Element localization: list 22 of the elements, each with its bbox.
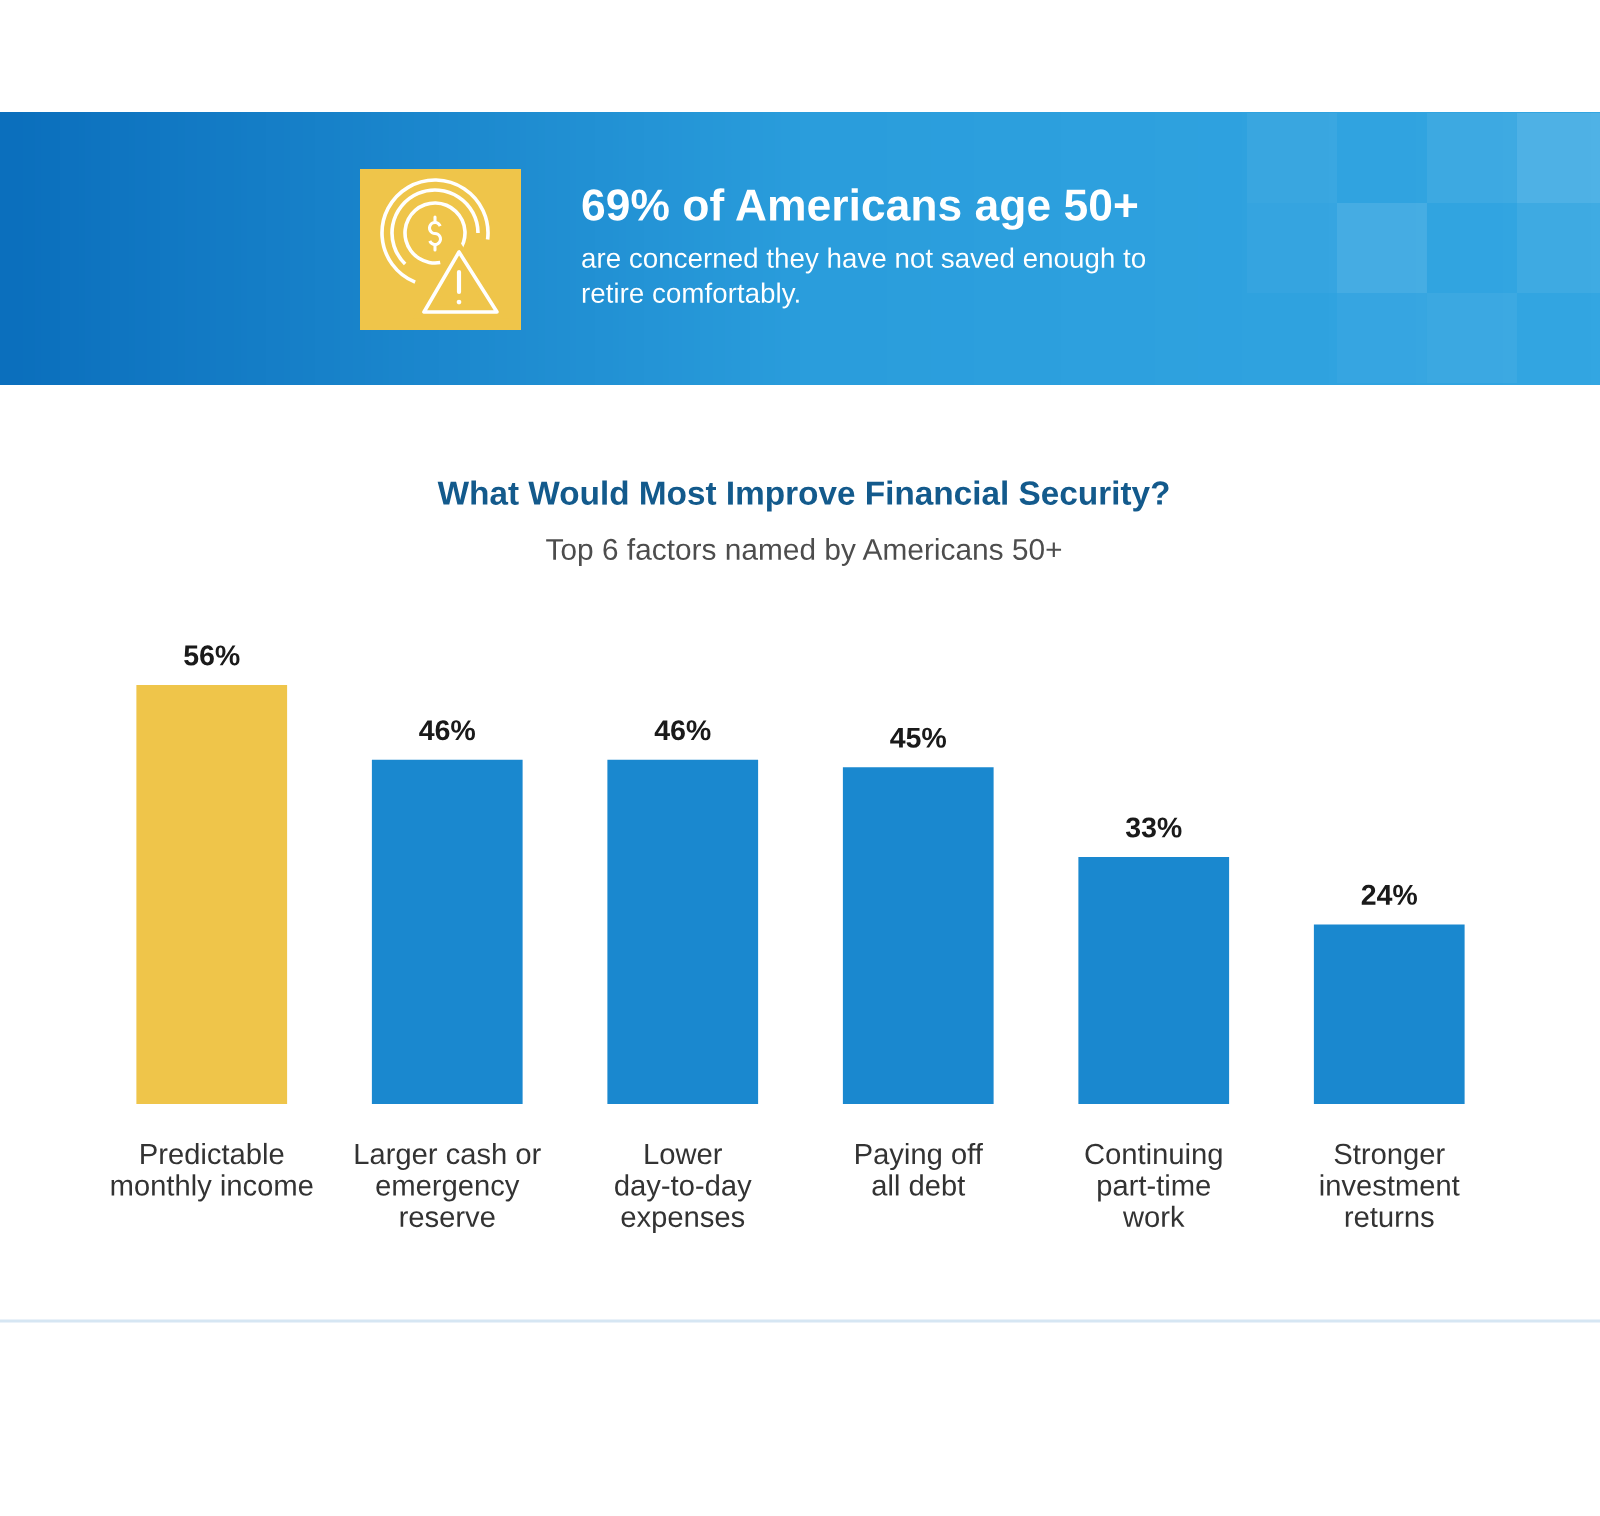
data-label: 24%	[1361, 884, 1417, 905]
chart-subtitle: Top 6 factors named by Americans 50+	[546, 538, 1062, 566]
chart-title: What Would Most Improve Financial Security?	[437, 480, 1169, 512]
text: are concerned they have not saved enough to retire comfortably.	[582, 247, 1146, 309]
bar	[1078, 857, 1230, 1104]
bar	[842, 767, 994, 1104]
data-label: 45%	[890, 727, 946, 748]
bar	[1313, 924, 1465, 1104]
x-tick-label: Lower day-to-day expenses	[615, 1143, 752, 1233]
bar	[607, 759, 759, 1104]
x-tick-label: Predictable monthly income	[111, 1142, 313, 1202]
bar	[371, 759, 523, 1104]
x-tick-label: Continuing part-time work	[1085, 1142, 1222, 1228]
data-label: 33%	[1125, 817, 1182, 838]
data-label: 46%	[419, 720, 475, 741]
data-label: 56%	[184, 645, 240, 666]
x-tick-label: Stronger investment returns	[1320, 1143, 1460, 1228]
bar	[136, 685, 288, 1104]
data-label: 46%	[654, 720, 711, 741]
x-tick-label: Paying off all debt	[856, 1142, 983, 1196]
text: 69% of Americans age 50+	[582, 188, 1138, 230]
x-tick-label: Larger cash or emergency reserve	[355, 1142, 541, 1228]
